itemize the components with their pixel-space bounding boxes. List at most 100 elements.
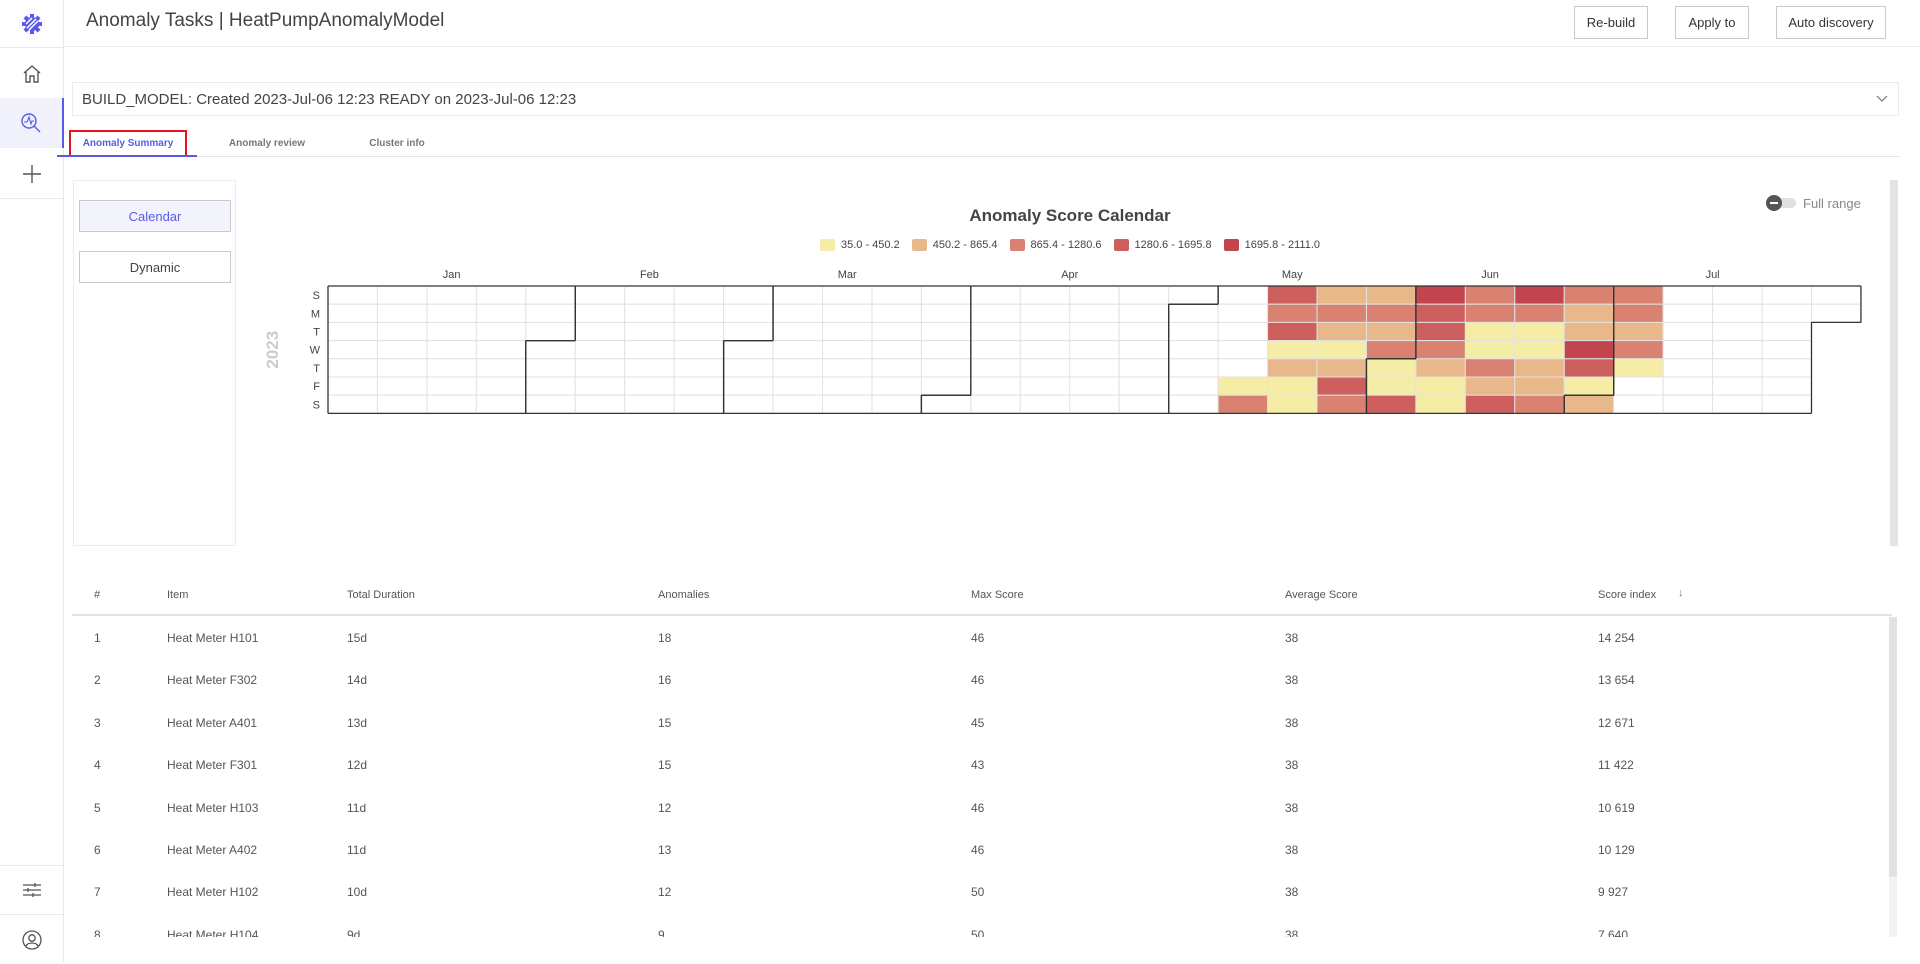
table-cell: 9 bbox=[658, 927, 665, 937]
calendar-day-cell bbox=[871, 358, 922, 378]
calendar-day-cell bbox=[1415, 321, 1466, 342]
build-status-text: BUILD_MODEL: Created 2023-Jul-06 12:23 R… bbox=[82, 91, 577, 108]
table-row[interactable]: 8 Heat Meter H104 9d 9 50 38 7 640 bbox=[72, 914, 1882, 937]
plus-icon[interactable] bbox=[0, 150, 64, 198]
month-label: May bbox=[1282, 269, 1303, 281]
table-row[interactable]: 3 Heat Meter A401 13d 15 45 38 12 671 bbox=[72, 702, 1882, 744]
calendar-day-cell bbox=[1069, 321, 1120, 342]
calendar-day-cell bbox=[1168, 358, 1219, 378]
table-cell: 2 bbox=[94, 673, 101, 688]
calendar-day-cell bbox=[1811, 303, 1862, 323]
calendar-day-cell bbox=[574, 340, 626, 360]
calendar-day-cell bbox=[574, 358, 626, 378]
calendar-day-cell bbox=[920, 358, 972, 378]
legend-item[interactable]: 35.0 - 450.2 bbox=[819, 239, 900, 251]
table-row[interactable]: 5 Heat Meter H103 11d 12 46 38 10 619 bbox=[72, 787, 1882, 829]
table-row[interactable]: 7 Heat Meter H102 10d 12 50 38 9 927 bbox=[72, 871, 1882, 913]
tab-anomaly-summary[interactable]: Anomaly Summary bbox=[69, 130, 187, 157]
column-header[interactable]: Anomalies bbox=[658, 589, 710, 601]
table-cell: 18 bbox=[658, 631, 672, 645]
column-header[interactable]: Average Score bbox=[1285, 589, 1358, 601]
calendar-day-cell bbox=[376, 285, 428, 305]
user-icon[interactable] bbox=[0, 916, 64, 964]
calendar-view-button[interactable]: Calendar bbox=[79, 200, 231, 232]
calendar-day-cell bbox=[525, 376, 576, 396]
table-cell: 38 bbox=[1285, 715, 1299, 730]
month-label: Jan bbox=[443, 269, 461, 281]
calendar-day-cell bbox=[970, 285, 1021, 305]
calendar-day-cell bbox=[1316, 358, 1367, 378]
column-header[interactable]: Item bbox=[167, 589, 189, 601]
anomaly-search-icon[interactable] bbox=[0, 98, 64, 148]
calendar-day-cell bbox=[1613, 321, 1664, 342]
weekday-label: F bbox=[313, 381, 320, 393]
column-header[interactable]: # bbox=[94, 589, 101, 601]
view-selector-panel: Calendar Dynamic bbox=[73, 180, 236, 546]
calendar-day-cell bbox=[1069, 358, 1120, 378]
calendar-day-cell bbox=[624, 340, 675, 360]
full-range-label: Full range bbox=[1803, 196, 1861, 211]
calendar-day-cell bbox=[327, 394, 378, 414]
calendar-day-cell bbox=[970, 394, 1021, 414]
table-body: 1 Heat Meter H101 15d 18 46 38 14 254 2 Heat Met… bbox=[72, 617, 1892, 937]
table-scrollbar[interactable] bbox=[1889, 617, 1897, 937]
table-row[interactable]: 4 Heat Meter F301 12d 15 43 38 11 422 bbox=[72, 744, 1882, 786]
calendar-day-cell bbox=[871, 321, 922, 342]
tab-cluster-info[interactable]: Cluster info bbox=[369, 138, 425, 149]
calendar-day-cell bbox=[574, 376, 626, 396]
dynamic-view-button[interactable]: Dynamic bbox=[79, 251, 231, 283]
table-cell: 5 bbox=[94, 800, 101, 815]
table-cell: 3 bbox=[94, 715, 101, 730]
calendar-day-cell bbox=[624, 321, 675, 342]
table-cell: 50 bbox=[971, 885, 985, 900]
calendar-day-cell bbox=[376, 358, 428, 378]
calendar-day-cell bbox=[1316, 340, 1367, 360]
home-icon[interactable] bbox=[0, 50, 64, 98]
calendar-day-cell bbox=[1613, 285, 1664, 305]
calendar-day-cell bbox=[920, 394, 972, 414]
column-header[interactable]: Total Duration bbox=[347, 589, 415, 601]
apply-to-button[interactable]: Apply to bbox=[1675, 6, 1749, 39]
calendar-day-cell bbox=[1712, 340, 1763, 360]
calendar-day-cell bbox=[1217, 358, 1269, 378]
tab-anomaly-review[interactable]: Anomaly review bbox=[228, 138, 306, 149]
calendar-day-cell bbox=[475, 394, 527, 414]
calendar-day-cell bbox=[822, 303, 873, 323]
table-cell: 10 129 bbox=[1598, 843, 1635, 857]
calendar-day-cell bbox=[525, 340, 576, 360]
app-logo-icon[interactable] bbox=[0, 0, 64, 48]
sort-desc-icon[interactable]: ↓ bbox=[1678, 587, 1684, 599]
table-cell: Heat Meter H104 bbox=[167, 927, 259, 937]
sliders-icon[interactable] bbox=[0, 866, 64, 914]
legend-item[interactable]: 450.2 - 865.4 bbox=[911, 239, 998, 251]
calendar-day-cell bbox=[723, 285, 774, 305]
legend-item[interactable]: 1280.6 - 1695.8 bbox=[1113, 239, 1212, 251]
legend-item[interactable]: 1695.8 - 2111.0 bbox=[1223, 239, 1320, 251]
calendar-day-cell bbox=[1316, 303, 1367, 323]
calendar-day-cell bbox=[772, 303, 823, 323]
calendar-day-cell bbox=[1761, 303, 1813, 323]
table-cell: 10 619 bbox=[1598, 800, 1635, 815]
calendar-day-cell bbox=[1613, 340, 1664, 360]
calendar-day-cell bbox=[1168, 285, 1219, 305]
rebuild-button[interactable]: Re-build bbox=[1574, 6, 1648, 39]
legend-item[interactable]: 865.4 - 1280.6 bbox=[1009, 239, 1102, 251]
table-row[interactable]: 1 Heat Meter H101 15d 18 46 38 14 254 bbox=[72, 617, 1882, 659]
column-header[interactable]: Score index bbox=[1598, 589, 1657, 601]
auto-discovery-button[interactable]: Auto discovery bbox=[1776, 6, 1886, 39]
calendar-day-cell bbox=[1563, 394, 1615, 414]
calendar-day-cell bbox=[1662, 303, 1714, 323]
calendar-day-cell bbox=[1613, 303, 1664, 323]
full-range-toggle[interactable] bbox=[1766, 195, 1798, 211]
table-cell: 50 bbox=[971, 927, 985, 937]
table-row[interactable]: 6 Heat Meter A402 11d 13 46 38 10 129 bbox=[72, 829, 1882, 871]
calendar-day-cell bbox=[920, 376, 972, 396]
build-status-dropdown[interactable]: BUILD_MODEL: Created 2023-Jul-06 12:23 R… bbox=[72, 82, 1899, 116]
calendar-day-cell bbox=[1415, 303, 1466, 323]
calendar-day-cell bbox=[574, 321, 626, 342]
calendar-day-cell bbox=[1712, 394, 1763, 414]
chart-scrollbar[interactable] bbox=[1890, 180, 1898, 546]
column-header[interactable]: Max Score bbox=[971, 589, 1024, 601]
table-row[interactable]: 2 Heat Meter F302 14d 16 46 38 13 654 bbox=[72, 659, 1882, 701]
calendar-day-cell bbox=[772, 394, 823, 414]
